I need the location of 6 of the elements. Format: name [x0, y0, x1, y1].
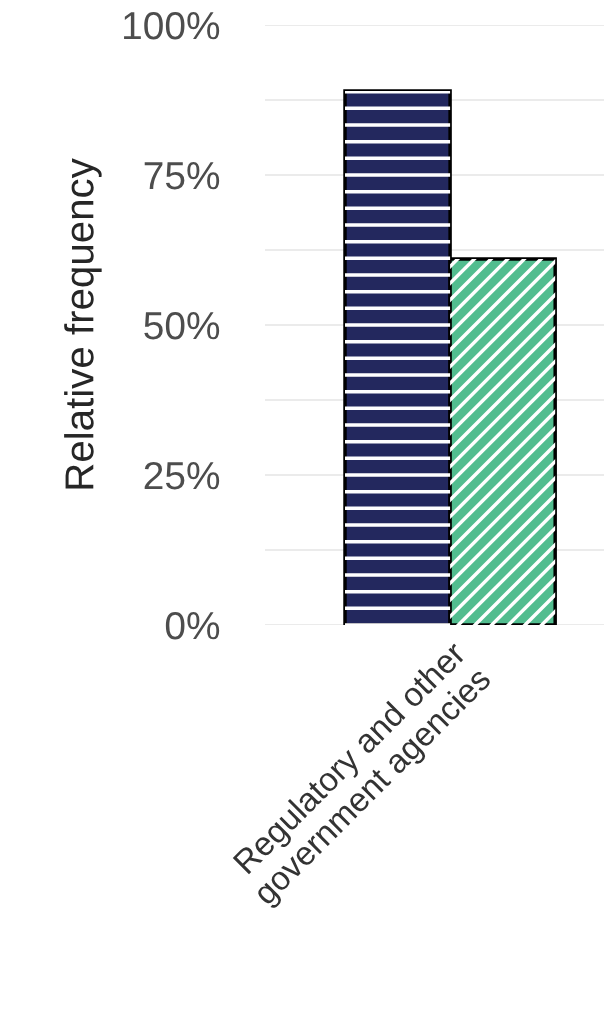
y-tick-label: 25%: [144, 461, 220, 490]
y-tick-label: 0%: [165, 611, 220, 640]
y-tick-label: 100%: [124, 11, 220, 40]
y-axis-title: Relative frequency: [64, 158, 102, 489]
y-tick-label: 75%: [144, 162, 220, 190]
y-tick-label: 50%: [144, 311, 220, 340]
